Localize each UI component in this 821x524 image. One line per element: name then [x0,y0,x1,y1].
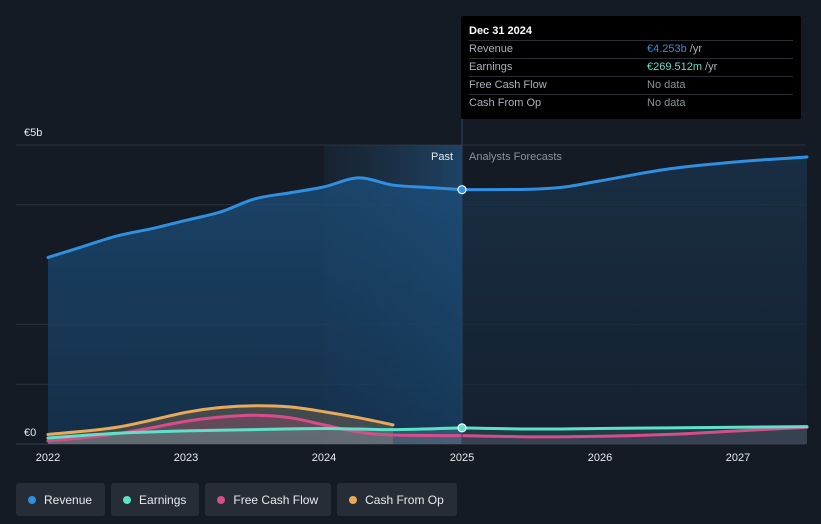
x-tick-label: 2026 [588,452,612,464]
tooltip-row-free-cash-flow: Free Cash Flow No data [469,76,793,94]
legend-item-earnings[interactable]: Earnings [111,483,200,516]
past-label: Past [431,151,453,163]
x-tick-label: 2027 [726,452,750,464]
tooltip-unit: /yr [689,43,702,55]
tooltip-label: Revenue [469,43,514,55]
free-cash-flow-line [46,413,464,443]
y-axis-bottom-label: €0 [24,427,36,439]
tooltip-value: €269.512m [647,61,703,73]
cash-from-op-line [46,404,395,436]
forecast-label: Analysts Forecasts [469,151,562,163]
legend-item-free-cash-flow[interactable]: Free Cash Flow [205,483,332,516]
tooltip-label: Cash From Op [469,97,542,109]
legend-item-cash-from-op[interactable]: Cash From Op [337,483,457,516]
tooltip-unit: /yr [705,61,718,73]
cash-from-op-area [48,405,393,444]
tooltip-label: Earnings [469,61,513,73]
legend-dot-icon [123,495,132,504]
tooltip-row-earnings: Earnings €269.512m/yr [469,58,793,76]
x-tick-label: 2025 [450,452,474,464]
earnings-forecast-line [460,425,809,431]
revenue-forecast-area [462,156,807,444]
tooltip-row-revenue: Revenue €4.253b/yr [469,40,793,58]
legend-label: Cash From Op [365,492,444,507]
legend-dot-icon [349,495,358,504]
legend-dot-icon [28,495,36,504]
y-axis-top-label: €5b [24,127,42,139]
chart-tooltip: Dec 31 2024 Revenue €4.253b/yr Earnings … [461,16,801,119]
tooltip-value: No data [647,79,686,91]
revenue-forecast-line [460,155,809,192]
free-cash-flow-forecast-line [460,425,809,439]
earnings-line [46,426,464,440]
tooltip-row-cash-from-op: Cash From Op No data [469,94,793,112]
legend-label: Earnings [139,492,187,507]
x-tick-label: 2024 [312,452,336,464]
revenue-area [48,177,462,444]
legend-label: Revenue [44,492,93,507]
earnings-marker [457,423,467,433]
revenue-marker [457,185,467,195]
x-tick-label: 2022 [36,452,60,464]
tooltip-date: Dec 31 2024 [469,25,532,37]
x-tick-label: 2023 [174,452,198,464]
revenue-line [46,176,464,259]
tooltip-value: €4.253b [647,43,687,55]
tooltip-label: Free Cash Flow [469,79,547,91]
tooltip-value: No data [647,97,686,109]
chart-legend: Revenue Earnings Free Cash Flow Cash Fro… [16,483,457,516]
legend-dot-icon [217,495,226,504]
legend-label: Free Cash Flow [233,492,319,507]
legend-item-revenue[interactable]: Revenue [16,483,106,516]
